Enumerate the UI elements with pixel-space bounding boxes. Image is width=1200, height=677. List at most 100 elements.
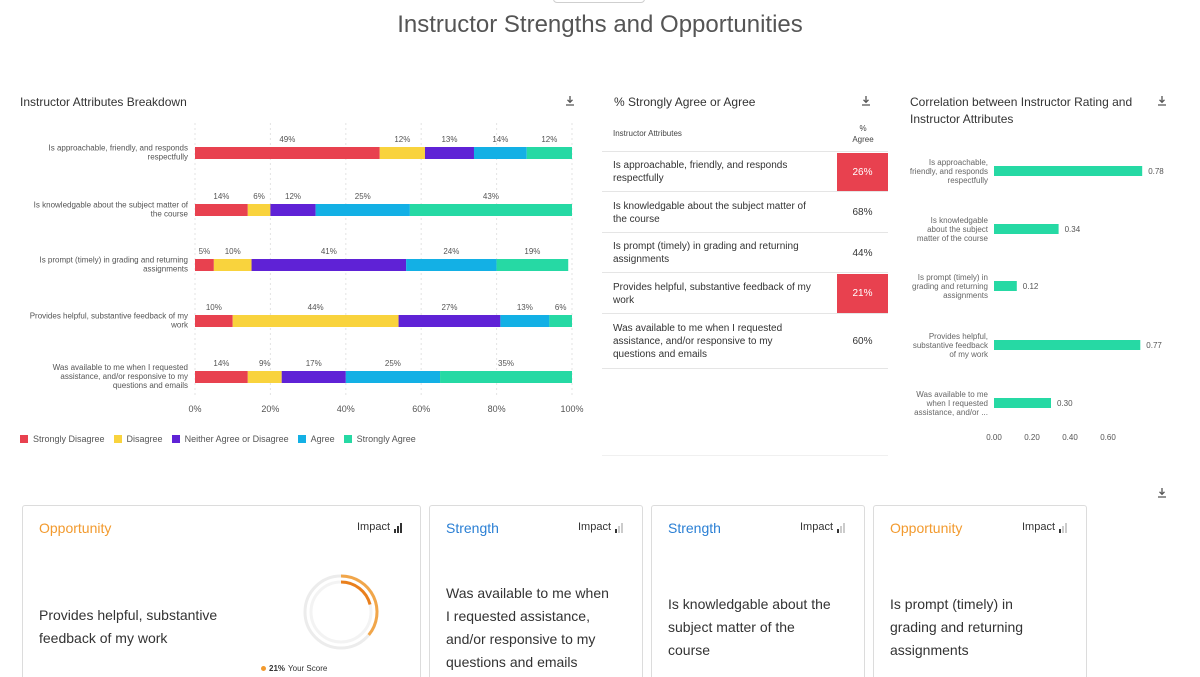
category-label: questions and emails <box>113 381 188 390</box>
attribute-cell: Was available to me when I requested assi… <box>613 323 783 360</box>
legend-swatch <box>171 435 180 443</box>
correlation-bar[interactable] <box>994 166 1143 176</box>
impact-label: Impact <box>1022 521 1056 533</box>
data-label: 0.34 <box>1065 225 1081 234</box>
impact-label: Impact <box>578 521 612 533</box>
data-label: 12% <box>285 192 301 201</box>
attribute-cell: Is approachable, friendly, and responds r… <box>613 160 788 184</box>
card-attribute-text: Was available to me when I requested assi… <box>446 585 609 670</box>
bar-segment[interactable] <box>281 371 346 383</box>
card-attribute-text: Is prompt (timely) in grading and returni… <box>890 596 1024 658</box>
legend-item[interactable]: Strongly Agree <box>343 434 416 444</box>
bar-segment[interactable] <box>195 315 233 327</box>
download-icon[interactable] <box>1157 95 1171 109</box>
legend-swatch <box>113 435 122 443</box>
impact-indicator: Impact <box>1022 521 1068 533</box>
opportunity-card[interactable]: Opportunity Impact Is prompt (timely) in gr… <box>873 505 1087 677</box>
agree-value-cell: 44% <box>852 247 873 259</box>
category-label: Is knowledgable <box>931 216 989 225</box>
legend-item[interactable]: Neither Agree or Disagree <box>171 434 289 444</box>
data-label: 41% <box>321 247 337 256</box>
bar-segment[interactable] <box>406 259 497 271</box>
bar-segment[interactable] <box>232 315 399 327</box>
bar-segment[interactable] <box>213 259 252 271</box>
category-label: Was available to me <box>916 390 988 399</box>
x-tick-label: 0.20 <box>1024 433 1040 442</box>
bar-segment[interactable] <box>379 147 425 159</box>
bar-segment[interactable] <box>409 204 572 216</box>
page-title: Instructor Strengths and Opportunities <box>397 11 803 38</box>
category-label: respectfully <box>948 176 988 185</box>
category-label: Is approachable, <box>929 158 988 167</box>
top-toolbar-button[interactable] <box>553 0 645 3</box>
category-label: about the subject <box>927 225 989 234</box>
pct-agree-table: Instructor Attributes % Agree Is approach… <box>602 120 888 369</box>
signal-bars-icon <box>394 523 403 533</box>
bar-segment[interactable] <box>247 204 271 216</box>
bar-segment[interactable] <box>345 371 441 383</box>
bar-segment[interactable] <box>500 315 550 327</box>
legend-item[interactable]: Agree <box>297 434 335 444</box>
category-label: of my work <box>949 350 989 359</box>
category-label: work <box>170 321 189 330</box>
correlation-bar[interactable] <box>994 340 1141 350</box>
category-label: Provides helpful, substantive feedback o… <box>30 312 188 321</box>
bar-segment[interactable] <box>195 371 248 383</box>
download-icon[interactable] <box>861 95 875 109</box>
bar-segment[interactable] <box>251 259 407 271</box>
bar-segment[interactable] <box>440 371 572 383</box>
bar-segment[interactable] <box>526 147 572 159</box>
bar-segment[interactable] <box>195 147 380 159</box>
x-tick-label: 0.00 <box>986 433 1002 442</box>
x-tick-label: 40% <box>337 404 355 414</box>
x-tick-label: 80% <box>488 404 506 414</box>
correlation-bar[interactable] <box>994 398 1051 408</box>
data-label: 19% <box>524 247 540 256</box>
category-label: Is prompt (timely) in grading and return… <box>39 256 188 265</box>
data-label: 10% <box>225 247 241 256</box>
bar-segment[interactable] <box>195 204 248 216</box>
attributes-breakdown-chart: 0% 20% 40% 60% 80% 100% Is approachable, frien… <box>30 123 584 414</box>
strength-card[interactable]: Strength Impact Was available to me when I … <box>429 505 643 677</box>
bar-segment[interactable] <box>398 315 501 327</box>
category-label: Was available to me when I requested <box>53 363 188 372</box>
data-label: 14% <box>492 135 508 144</box>
correlation-bar[interactable] <box>994 224 1059 234</box>
bar-segment[interactable] <box>424 147 474 159</box>
bar-segment[interactable] <box>247 371 282 383</box>
bar-segment[interactable] <box>496 259 569 271</box>
impact-indicator: Impact <box>578 521 624 533</box>
pct-agree-title: % Strongly Agree or Agree <box>614 95 756 109</box>
legend-label: Neither Agree or Disagree <box>184 434 289 444</box>
category-label: Is knowledgable about the subject matter… <box>34 201 189 210</box>
download-icon[interactable] <box>1157 487 1171 501</box>
score-ring <box>303 574 379 650</box>
data-label: 0.78 <box>1148 167 1164 176</box>
bar-segment[interactable] <box>315 204 410 216</box>
correlation-chart: Is approachable,friendly, and respondsre… <box>910 158 1164 442</box>
x-tick-label: 0.60 <box>1100 433 1116 442</box>
legend-swatch <box>343 435 352 443</box>
score-ring-fill <box>340 574 379 636</box>
legend-label: Strongly Disagree <box>33 434 105 444</box>
bar-segment[interactable] <box>195 259 214 271</box>
bar-segment[interactable] <box>270 204 316 216</box>
download-icon[interactable] <box>565 95 579 109</box>
correlation-title: Correlation between Instructor Rating an… <box>910 95 1133 126</box>
legend-item[interactable]: Disagree <box>113 434 163 444</box>
category-label: respectfully <box>148 153 188 162</box>
signal-bars-icon <box>837 523 846 533</box>
bar-segment[interactable] <box>549 315 572 327</box>
opportunity-card[interactable]: Opportunity Impact Provides helpful, subst… <box>22 505 421 677</box>
bar-segment[interactable] <box>473 147 527 159</box>
legend-item[interactable]: Strongly Disagree <box>20 434 105 444</box>
impact-indicator: Impact <box>357 521 403 533</box>
data-label: 35% <box>498 359 514 368</box>
agree-value-cell: 68% <box>852 207 873 218</box>
agree-value-cell: 60% <box>852 336 873 347</box>
strength-card[interactable]: Strength Impact Is knowledgable about the s… <box>651 505 865 677</box>
x-tick-label: 20% <box>261 404 279 414</box>
correlation-bar[interactable] <box>994 281 1017 291</box>
impact-indicator: Impact <box>800 521 846 533</box>
data-label: 17% <box>306 359 322 368</box>
